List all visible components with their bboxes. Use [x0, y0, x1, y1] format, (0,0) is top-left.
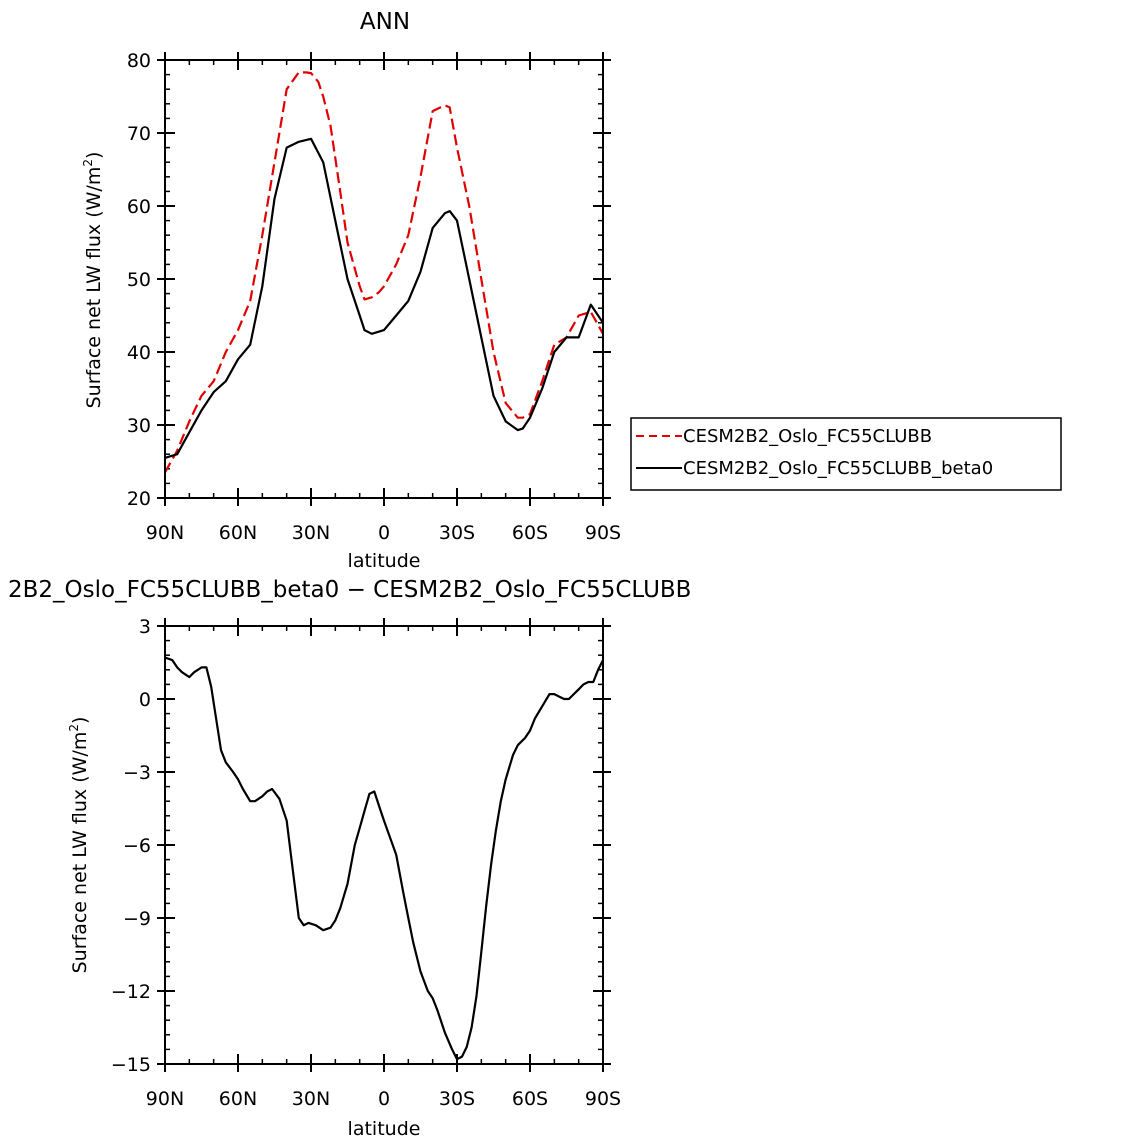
series-lines	[164, 71, 604, 473]
y-tick-label: 3	[139, 616, 151, 638]
y-tick-label: 30	[127, 415, 151, 437]
y-axis-label-close: )	[69, 717, 91, 724]
series-line-1	[164, 71, 604, 473]
series-lines	[164, 656, 604, 1061]
y-axis-label-text: Surface net LW flux (W/m	[69, 732, 91, 974]
plot-frame	[164, 625, 604, 1065]
difference-chart-title: 2B2_Oslo_FC55CLUBB_beta0 − CESM2B2_Oslo_…	[8, 577, 691, 603]
x-tick-label: 90N	[146, 1088, 184, 1110]
axis-ticks	[157, 52, 611, 506]
x-tick-label: 60S	[512, 1088, 548, 1110]
x-tick-label: 0	[378, 1088, 390, 1110]
y-tick-label: 70	[127, 123, 151, 145]
y-tick-label: −6	[123, 835, 151, 857]
y-tick-label: 60	[127, 196, 151, 218]
y-axis-label: Surface net LW flux (W/m2)	[81, 152, 105, 409]
y-tick-label: 80	[127, 50, 151, 72]
y-axis-label-superscript: 2	[81, 159, 95, 167]
x-tick-label: 60N	[219, 1088, 257, 1110]
x-tick-label: 90S	[585, 1088, 621, 1110]
y-axis-label: Surface net LW flux (W/m2)	[67, 717, 91, 974]
chart-title: ANN	[360, 9, 410, 35]
x-axis-label: latitude	[348, 1118, 421, 1140]
x-tick-label: 60N	[219, 522, 257, 544]
series-line-2	[164, 137, 604, 459]
y-tick-label: 40	[127, 342, 151, 364]
series-line-1	[164, 656, 604, 1061]
difference-chart: 2B2_Oslo_FC55CLUBB_beta0 − CESM2B2_Oslo_…	[8, 577, 691, 1140]
x-tick-label: 0	[378, 522, 390, 544]
y-tick-label: −15	[111, 1054, 151, 1076]
x-tick-label: 90S	[585, 522, 621, 544]
x-tick-label: 30N	[292, 1088, 330, 1110]
y-axis-label-close: )	[83, 152, 105, 159]
y-tick-label: 20	[127, 488, 151, 510]
y-axis-label-text: Surface net LW flux (W/m	[83, 167, 105, 409]
top-chart: ANN Surface net LW flux (W/m2) latitude …	[81, 9, 1062, 572]
x-tick-label: 30S	[439, 1088, 475, 1110]
y-tick-label: 0	[139, 689, 151, 711]
x-tick-label: 90N	[146, 522, 184, 544]
x-axis-label: latitude	[348, 550, 421, 572]
y-tick-label: −3	[123, 762, 151, 784]
tick-labels: 90N 60N 30N 0 30S 60S 90S −15 −12 −9 −6 −3 0 3	[111, 616, 621, 1110]
plot-frame	[164, 59, 604, 499]
svg-text:Surface net LW flux (W/m2): Surface net LW flux (W/m2)	[67, 717, 91, 974]
legend-box	[630, 417, 1062, 491]
y-tick-label: 50	[127, 269, 151, 291]
y-axis-label-superscript: 2	[67, 724, 81, 732]
x-tick-label: 30N	[292, 522, 330, 544]
legend-label-series-1: CESM2B2_Oslo_FC55CLUBB	[683, 426, 932, 447]
x-tick-label: 30S	[439, 522, 475, 544]
tick-labels: 90N 60N 30N 0 30S 60S 90S 20 30 40 50 60 70 80	[127, 50, 621, 544]
legend-label-series-2: CESM2B2_Oslo_FC55CLUBB_beta0	[683, 458, 993, 479]
y-tick-label: −9	[123, 908, 151, 930]
y-tick-label: −12	[111, 981, 151, 1003]
legend: CESM2B2_Oslo_FC55CLUBB CESM2B2_Oslo_FC55…	[630, 417, 1062, 491]
axis-ticks	[157, 618, 611, 1072]
svg-text:Surface net LW flux (W/m2): Surface net LW flux (W/m2)	[81, 152, 105, 409]
x-tick-label: 60S	[512, 522, 548, 544]
